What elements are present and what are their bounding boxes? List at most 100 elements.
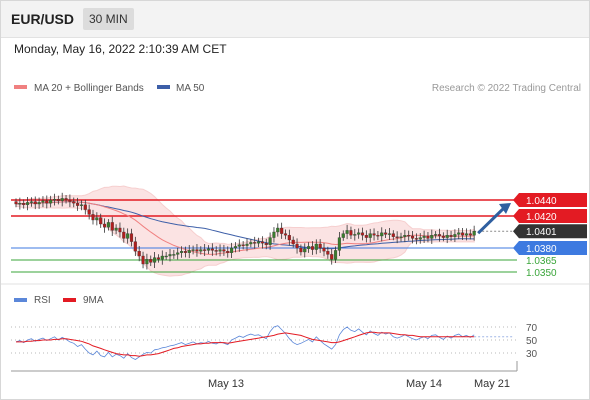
candle-body [183, 251, 187, 253]
forecast-arrow [477, 203, 511, 235]
candle-body [295, 243, 299, 249]
x-axis: May 13 May 14 May 21 [11, 361, 518, 390]
candle-body [310, 246, 314, 250]
candle-body [426, 235, 430, 239]
candle-body [60, 198, 64, 201]
candle-body [72, 201, 76, 204]
candle-body [468, 233, 472, 236]
candle-body [395, 236, 399, 238]
candle-body [318, 243, 322, 249]
candle-body [126, 233, 130, 239]
ma50-legend-swatch [157, 85, 170, 89]
header-bar: EUR/USD 30 MIN [1, 1, 589, 38]
candle-body [256, 241, 261, 244]
level-tag [513, 209, 587, 223]
candle-body [291, 239, 295, 245]
candle-body [326, 251, 330, 255]
candle-body [341, 233, 345, 238]
candle-body [441, 235, 445, 238]
candle-body [226, 251, 230, 253]
timeframe-badge[interactable]: 30 MIN [83, 8, 134, 30]
candle-body [214, 250, 218, 252]
level-label: 1.0401 [526, 227, 557, 238]
candle-body [110, 222, 114, 231]
candle-body [245, 243, 249, 246]
candle-body [52, 199, 57, 201]
level-tag [513, 193, 587, 207]
candle-body [141, 255, 145, 265]
candle-body [461, 232, 465, 236]
candle-body [422, 235, 426, 238]
main-legend: MA 20 + Bollinger Bands MA 50 Research ©… [14, 83, 581, 94]
rsi-legend: RSI 9MA [14, 295, 104, 306]
candle-body [14, 201, 18, 205]
candlesticks [14, 192, 476, 270]
candle-body [430, 235, 434, 239]
level-tag [513, 224, 587, 239]
candle-body [64, 198, 68, 201]
level-label: 1.0365 [526, 256, 557, 267]
candle-body [237, 244, 241, 247]
candle-body [410, 235, 415, 239]
candle-body [453, 234, 457, 237]
candle-body [149, 259, 153, 263]
candle-body [299, 247, 303, 253]
candle-body [37, 202, 41, 205]
ma20-line [15, 201, 475, 255]
candle-body [118, 227, 122, 233]
candle-body [187, 250, 191, 253]
credit-text: Research © 2022 Trading Central [432, 83, 581, 94]
ma20-legend-label: MA 20 + Bollinger Bands [34, 83, 144, 94]
candle-body [437, 234, 442, 237]
candle-body [25, 202, 30, 205]
candle-body [176, 252, 180, 255]
candle-body [314, 243, 318, 250]
x-tick-label: May 14 [406, 378, 442, 390]
candle-body [449, 235, 453, 237]
ma9-legend-label: 9MA [83, 295, 104, 306]
candle-body [87, 209, 91, 215]
bollinger-band-area [15, 185, 475, 277]
candle-body [249, 242, 253, 245]
candle-body [172, 254, 176, 256]
level-tag [513, 241, 587, 255]
candle-body [434, 234, 438, 236]
candle-body [22, 203, 26, 205]
candle-body [407, 235, 411, 237]
x-tick-label: May 21 [474, 378, 510, 390]
candle-body [103, 223, 107, 228]
candle-body [153, 257, 157, 263]
candle-body [106, 222, 110, 228]
candle-body [29, 201, 33, 203]
candle-body [230, 247, 234, 253]
candle-body [414, 238, 418, 240]
candle-body [206, 248, 211, 251]
candle-body [160, 255, 164, 260]
level-label: 1.0380 [526, 244, 557, 255]
ma9-legend-swatch [63, 298, 76, 302]
level-label: 1.0420 [526, 212, 557, 223]
candle-body [56, 199, 60, 201]
candle-body [333, 250, 338, 260]
candle-body [168, 254, 172, 257]
candle-body [203, 249, 207, 251]
candle-body [68, 199, 72, 202]
rsi-legend-label: RSI [34, 295, 51, 306]
candle-body [364, 235, 368, 238]
rsi-line [15, 325, 475, 360]
candle-body [472, 231, 476, 236]
candle-body [195, 249, 199, 252]
moving-averages [15, 201, 475, 255]
candle-body [418, 237, 422, 240]
candle-body [133, 241, 137, 252]
candle-body [357, 232, 361, 235]
ma50-legend-label: MA 50 [176, 83, 205, 94]
candle-body [280, 227, 284, 234]
candle-body [129, 233, 134, 242]
candle-body [403, 235, 407, 237]
candle-body [353, 234, 357, 236]
candle-body [283, 233, 288, 236]
